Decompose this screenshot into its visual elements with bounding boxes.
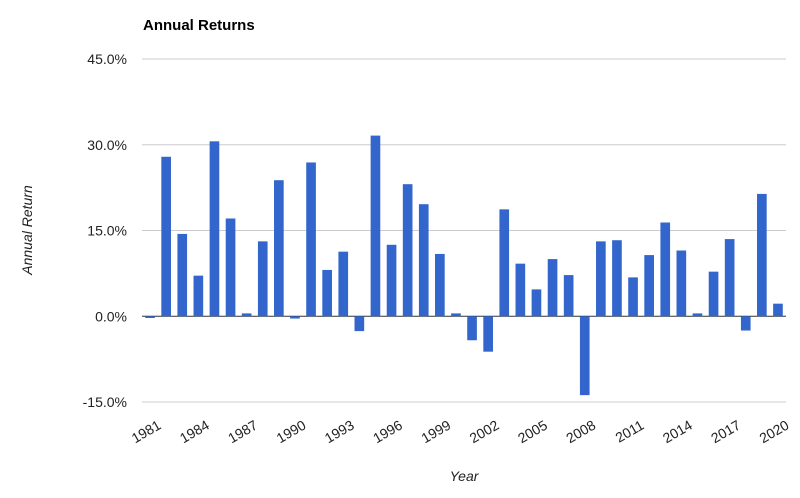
bar-2018 [740,316,751,331]
x-tick-label: 2014 [660,417,695,447]
bar-2004 [515,263,526,317]
bar-1997 [402,184,413,317]
bar-1982 [161,156,171,317]
bar-1986 [225,218,236,317]
bar-1988 [257,241,268,317]
x-tick-label: 1981 [129,417,164,447]
bar-1992 [322,269,332,317]
chart-title: Annual Returns [143,17,255,34]
bar-2016 [708,271,719,317]
bar-2013 [660,222,671,317]
x-tick-label: 2011 [612,417,646,446]
x-tick-label: 2005 [515,417,550,447]
bar-1987 [241,313,252,317]
bar-1995 [370,135,381,317]
bar-1981 [145,316,155,318]
y-axis-ticks: 45.0% 30.0% 15.0% 0.0% -15.0% [83,51,127,410]
bar-2019 [757,193,767,317]
y-axis-title: Annual Return [19,185,35,276]
x-tick-label: 1984 [177,417,212,447]
x-tick-label: 2017 [708,417,743,447]
x-tick-label: 2002 [467,417,502,447]
bar-1998 [418,204,429,317]
bar-1989 [274,180,284,317]
x-axis-title: Year [450,468,480,484]
bar-1999 [435,253,445,317]
bar-1991 [306,162,316,317]
x-tick-label: 1987 [225,417,260,447]
gridlines [142,58,786,403]
y-tick-label: 0.0% [95,308,127,324]
bar-1985 [209,141,220,317]
y-tick-label: 30.0% [87,137,127,153]
bar-2001 [467,316,477,341]
bar-1993 [338,251,349,317]
bar-1984 [193,275,204,317]
bar-2009 [596,241,606,317]
bar-1990 [290,316,300,319]
y-tick-label: 15.0% [87,223,127,239]
bar-1996 [386,244,397,317]
bar-2014 [676,250,687,317]
bar-2002 [483,316,493,352]
x-tick-label: 2008 [563,417,598,447]
bar-2011 [628,277,638,317]
bar-2005 [531,289,542,317]
bar-2012 [644,255,654,317]
bar-1983 [177,233,188,317]
y-tick-label: -15.0% [83,394,127,410]
bar-2010 [612,240,622,317]
bar-2017 [724,239,735,317]
x-tick-label: 1993 [322,417,357,447]
bar-2003 [499,209,510,317]
bar-2000 [451,313,461,317]
bar-2020 [773,303,783,317]
x-axis-ticks: 1981 1984 1987 1990 1993 1996 1999 2002 2005 2008… [129,417,792,447]
bar-1994 [354,316,365,332]
y-tick-label: 45.0% [87,51,127,67]
bar-2006 [547,259,558,317]
x-tick-label: 1999 [418,417,453,447]
bar-2007 [563,275,574,317]
x-tick-label: 1996 [370,417,405,447]
bar-2008 [579,316,590,396]
x-tick-label: 2020 [756,417,791,447]
bar-2015 [692,313,703,317]
x-tick-label: 1990 [273,417,308,447]
bars [145,135,783,396]
